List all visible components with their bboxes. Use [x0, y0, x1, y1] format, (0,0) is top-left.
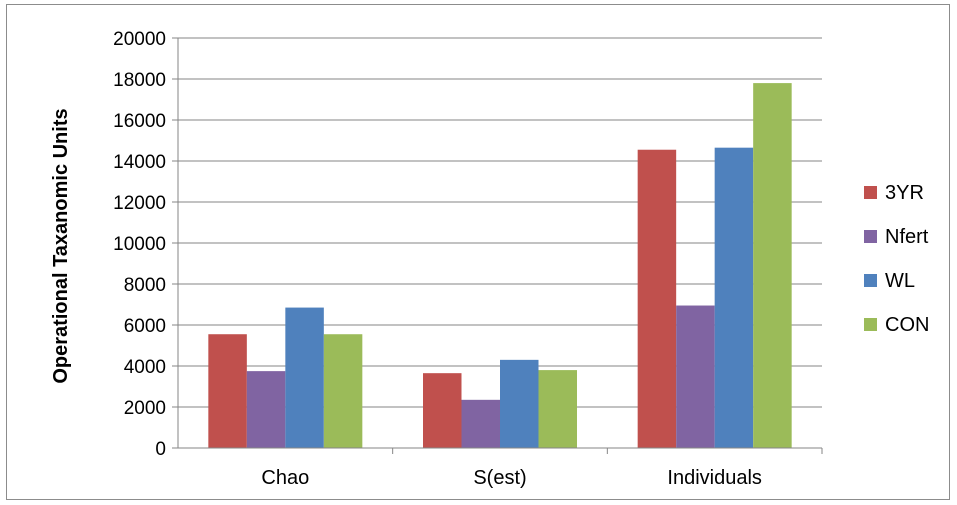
- y-tick-label: 4000: [124, 357, 166, 378]
- x-tick-label: Individuals: [667, 467, 762, 489]
- legend-swatch-nfert: [864, 230, 877, 243]
- bar-nfert-individuals: [676, 305, 715, 448]
- y-tick-label: 8000: [124, 275, 166, 296]
- bar-3yr-individuals: [637, 149, 677, 448]
- legend-label-con: CON: [885, 314, 929, 336]
- y-tick-label: 14000: [113, 152, 166, 173]
- bar-nfert-chao: [246, 371, 286, 448]
- axes: [172, 37, 823, 454]
- y-tick-label: 2000: [124, 398, 166, 419]
- chart-area: 0 2000 4000 6000 8000 10000 12000 14000 16000 180…: [6, 4, 950, 500]
- bar-wl-sest: [500, 359, 539, 448]
- y-axis-title: Operational Taxanomic Units: [50, 108, 72, 383]
- bars: [208, 83, 792, 449]
- y-tick-label: 6000: [124, 316, 166, 337]
- bar-con-individuals: [753, 83, 792, 448]
- legend-swatch-wl: [864, 274, 877, 287]
- bar-3yr-sest: [423, 373, 462, 448]
- y-tick-label: 16000: [113, 111, 166, 132]
- x-tick-label: Chao: [261, 467, 309, 489]
- bar-nfert-sest: [461, 399, 500, 448]
- bar-con-sest: [538, 370, 577, 448]
- y-tick-label: 20000: [113, 29, 166, 50]
- bar-chart: 0 2000 4000 6000 8000 10000 12000 14000 16000 180…: [50, 29, 929, 489]
- bar-wl-individuals: [714, 147, 754, 449]
- x-tick-label: S(est): [473, 467, 526, 489]
- bar-con-chao: [323, 334, 363, 448]
- bar-wl-chao: [285, 307, 324, 448]
- bar-3yr-chao: [208, 334, 247, 448]
- y-tick-label: 12000: [113, 193, 166, 214]
- legend-label-nfert: Nfert: [885, 226, 929, 248]
- legend-label-wl: WL: [885, 270, 915, 292]
- y-tick-label: 18000: [113, 70, 166, 91]
- y-tick-labels: 0 2000 4000 6000 8000 10000 12000 14000 16000 180…: [113, 29, 166, 460]
- y-tick-label: 10000: [113, 234, 166, 255]
- y-tick-label: 0: [155, 439, 166, 460]
- legend-swatch-3yr: [864, 186, 877, 199]
- legend: 3YR Nfert WL CON: [864, 182, 929, 336]
- legend-label-3yr: 3YR: [885, 182, 924, 204]
- x-tick-labels: Chao S(est) Individuals: [261, 467, 761, 489]
- legend-swatch-con: [864, 318, 877, 331]
